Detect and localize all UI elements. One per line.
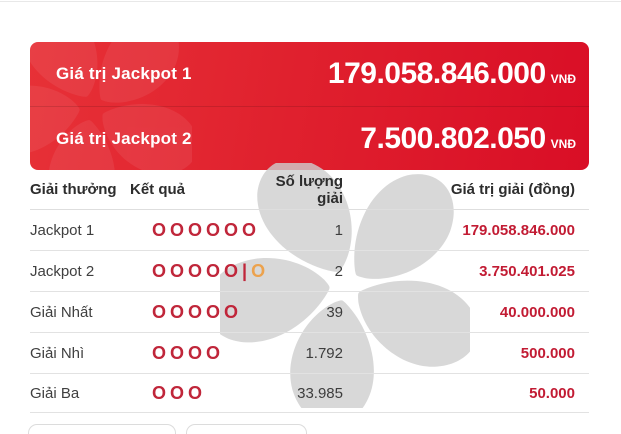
header-prize: Giải thưởng [30,181,117,198]
result-circles: OOOO [152,342,225,363]
top-divider [0,1,621,2]
table-row: Jackpot 2 OOOOO|O 2 3.750.401.025 [30,251,589,292]
result-circles: OOOOO|O [152,260,270,281]
prize-name: Giải Nhì [30,344,85,362]
prize-value: 500.000 [520,344,575,362]
prize-name: Jackpot 2 [30,262,95,280]
bottom-tab-1[interactable] [28,424,176,434]
jackpot1-currency: VNĐ [550,72,576,86]
winner-count: 2 [334,262,343,280]
prize-value: 179.058.846.000 [462,221,575,239]
header-result: Kết quả [130,181,186,198]
winner-count: 1.792 [305,344,343,362]
prize-results-table: Giải thưởng Kết quả Số lượng giải Giá tr… [30,170,589,413]
winner-count: 33.985 [297,384,343,402]
prize-value: 40.000.000 [499,303,575,321]
winner-count: 39 [326,303,343,321]
winner-count: 1 [334,221,343,239]
prize-value: 3.750.401.025 [479,262,575,280]
result-circles: OOOOO [152,301,243,322]
jackpot2-value: 7.500.802.050 [360,121,546,155]
table-header-row: Giải thưởng Kết quả Số lượng giải Giá tr… [30,170,589,210]
table-row: Giải Nhì OOOO 1.792 500.000 [30,333,589,374]
result-circles: OOO [152,382,207,403]
jackpot2-row: Giá trị Jackpot 2 7.500.802.050 VNĐ [30,106,589,170]
jackpot-summary-panel: Giá trị Jackpot 1 179.058.846.000 VNĐ Gi… [30,42,589,170]
bottom-tab-2[interactable] [186,424,307,434]
header-count: Số lượng giải [275,172,343,207]
jackpot1-label: Giá trị Jackpot 1 [56,64,192,83]
jackpot1-row: Giá trị Jackpot 1 179.058.846.000 VNĐ [30,42,589,106]
jackpot2-currency: VNĐ [550,136,576,151]
header-value: Giá trị giải (đồng) [450,181,575,198]
table-row: Jackpot 1 OOOOOO 1 179.058.846.000 [30,210,589,251]
prize-value: 50.000 [529,384,575,402]
prize-name: Giải Ba [30,384,80,402]
table-row: Giải Ba OOO 33.985 50.000 [30,374,589,413]
prize-name: Giải Nhất [30,303,93,321]
table-row: Giải Nhất OOOOO 39 40.000.000 [30,292,589,333]
prize-name: Jackpot 1 [30,221,95,239]
result-circles: OOOOOO [152,219,261,240]
jackpot1-value: 179.058.846.000 [327,57,546,90]
jackpot2-label: Giá trị Jackpot 2 [56,128,192,148]
